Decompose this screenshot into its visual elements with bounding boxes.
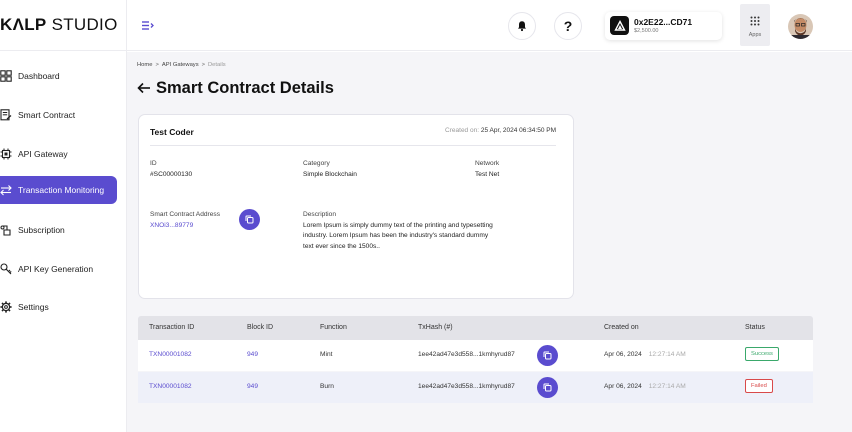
sidebar-item-label: Transaction Monitoring (18, 185, 105, 195)
sidebar-divider (126, 0, 127, 432)
wallet-balance: $2,500.00 (634, 28, 659, 34)
created-on: Apr 06, 2024 12:27:14 AM (604, 383, 686, 390)
bell-icon (518, 21, 526, 32)
main-content: Home > API Gateways > Details Smart Contract… (127, 52, 852, 432)
breadcrumb-current: Details (207, 62, 226, 68)
function: Burn (320, 383, 334, 390)
help-button[interactable]: ? (554, 12, 582, 40)
sidebar-item-label: Settings (18, 302, 49, 312)
created-on: Created on: 25 Apr, 2024 06:34:50 PM (445, 127, 556, 134)
subscription-icon (0, 225, 11, 236)
sidebar-item-label: Smart Contract (18, 110, 76, 120)
transaction-id[interactable]: TXN00001082 (149, 383, 192, 390)
breadcrumb-separator: > (155, 62, 159, 68)
created-on-label: Created on: (445, 127, 480, 134)
block-id[interactable]: 949 (247, 351, 259, 358)
breadcrumb-api-gateways[interactable]: API Gateways (161, 62, 199, 68)
sidebar-item-transaction-monitoring[interactable]: Transaction Monitoring (0, 176, 117, 204)
wallet-button[interactable]: 0x2E22...CD71 $2,500.00 (605, 12, 722, 40)
sidebar-item-subscription[interactable]: Subscription (0, 217, 117, 245)
sidebar-item-api-gateway[interactable]: API Gateway (0, 141, 117, 169)
status-badge: Success (745, 347, 779, 361)
notifications-button[interactable] (508, 12, 536, 40)
apps-button[interactable]: Apps (740, 4, 770, 46)
created-time: 12:27:14 AM (648, 383, 686, 390)
user-avatar[interactable] (788, 14, 813, 39)
copy-address-button[interactable] (239, 209, 260, 230)
dashboard-icon (0, 70, 12, 82)
column-header: Transaction ID (149, 324, 195, 331)
category-label: Category (303, 160, 330, 167)
back-arrow-icon[interactable] (137, 81, 151, 95)
table-row[interactable]: TXN00001082 949 Mint 1ee42ad47e3d558...1… (138, 340, 813, 371)
function: Mint (320, 351, 333, 358)
tx-hash: 1ee42ad47e3d558...1kmhyrud87 (418, 383, 515, 390)
help-icon: ? (563, 18, 573, 34)
copy-icon (245, 215, 254, 224)
logo-brand: KΛLP (0, 15, 47, 34)
sidebar-item-api-key-generation[interactable]: API Key Generation (0, 256, 117, 284)
copy-hash-button[interactable] (537, 377, 558, 398)
transaction-id[interactable]: TXN00001082 (149, 351, 192, 358)
contract-icon (0, 109, 12, 121)
copy-hash-button[interactable] (537, 345, 558, 366)
created-date: Apr 06, 2024 (604, 351, 642, 358)
block-id[interactable]: 949 (247, 383, 259, 390)
top-header: KΛLP STUDIO ? 0x2E22...CD71 $2,500.00 (0, 0, 852, 51)
page-title: Smart Contract Details (156, 79, 334, 97)
id-label: ID (150, 160, 157, 167)
column-header: Status (745, 324, 765, 331)
network-label: Network (475, 160, 500, 167)
apps-label: Apps (748, 32, 762, 38)
transfer-icon (0, 185, 12, 196)
contract-address-value[interactable]: XNOi3...89779 (150, 222, 194, 229)
copy-icon (543, 383, 552, 392)
menu-toggle-icon[interactable] (141, 19, 154, 32)
sidebar: Dashboard Smart Contract API Gateway Tr (0, 51, 126, 432)
apps-grid-icon (750, 16, 760, 26)
details-card-title: Test Coder (150, 127, 194, 137)
sidebar-item-dashboard[interactable]: Dashboard (0, 63, 117, 91)
column-header: Created on (604, 324, 639, 331)
gear-icon (0, 301, 12, 313)
logo-suffix: STUDIO (46, 15, 118, 34)
breadcrumb-separator: > (201, 62, 205, 68)
created-date: Apr 06, 2024 (604, 383, 642, 390)
sidebar-item-settings[interactable]: Settings (0, 294, 117, 322)
wallet-logo-icon (610, 16, 629, 35)
network-value: Test Net (475, 171, 500, 178)
created-on: Apr 06, 2024 12:27:14 AM (604, 351, 686, 358)
copy-icon (543, 351, 552, 360)
sidebar-item-label: Dashboard (18, 71, 60, 81)
app-logo[interactable]: KΛLP STUDIO (0, 15, 118, 35)
sidebar-item-label: API Gateway (18, 149, 68, 159)
key-icon (0, 263, 12, 275)
column-header: TxHash (#) (418, 324, 453, 331)
id-value: #SC00000130 (150, 171, 193, 178)
table-row[interactable]: TXN00001082 949 Burn 1ee42ad47e3d558...1… (138, 372, 813, 403)
column-header: Function (320, 324, 347, 331)
description-label: Description (303, 211, 336, 218)
details-card: Test Coder Created on: 25 Apr, 2024 06:3… (138, 114, 574, 299)
created-time: 12:27:14 AM (648, 351, 686, 358)
tx-hash: 1ee42ad47e3d558...1kmhyrud87 (418, 351, 515, 358)
breadcrumb: Home > API Gateways > Details (137, 62, 226, 68)
chip-icon (0, 148, 12, 160)
sidebar-item-smart-contract[interactable]: Smart Contract (0, 102, 117, 130)
created-on-value: 25 Apr, 2024 06:34:50 PM (480, 127, 556, 134)
table-header: Transaction ID Block ID Function TxHash … (138, 316, 813, 340)
description-value: Lorem Ipsum is simply dummy text of the … (303, 222, 493, 250)
card-divider (150, 145, 556, 146)
sidebar-item-label: API Key Generation (18, 264, 94, 274)
breadcrumb-home[interactable]: Home (137, 62, 153, 68)
sidebar-item-label: Subscription (18, 225, 65, 235)
column-header: Block ID (247, 324, 274, 331)
wallet-address: 0x2E22...CD71 (634, 17, 693, 27)
contract-address-label: Smart Contract Address (150, 211, 220, 218)
category-value: Simple Blockchain (303, 171, 357, 178)
status-badge: Failed (745, 379, 773, 393)
